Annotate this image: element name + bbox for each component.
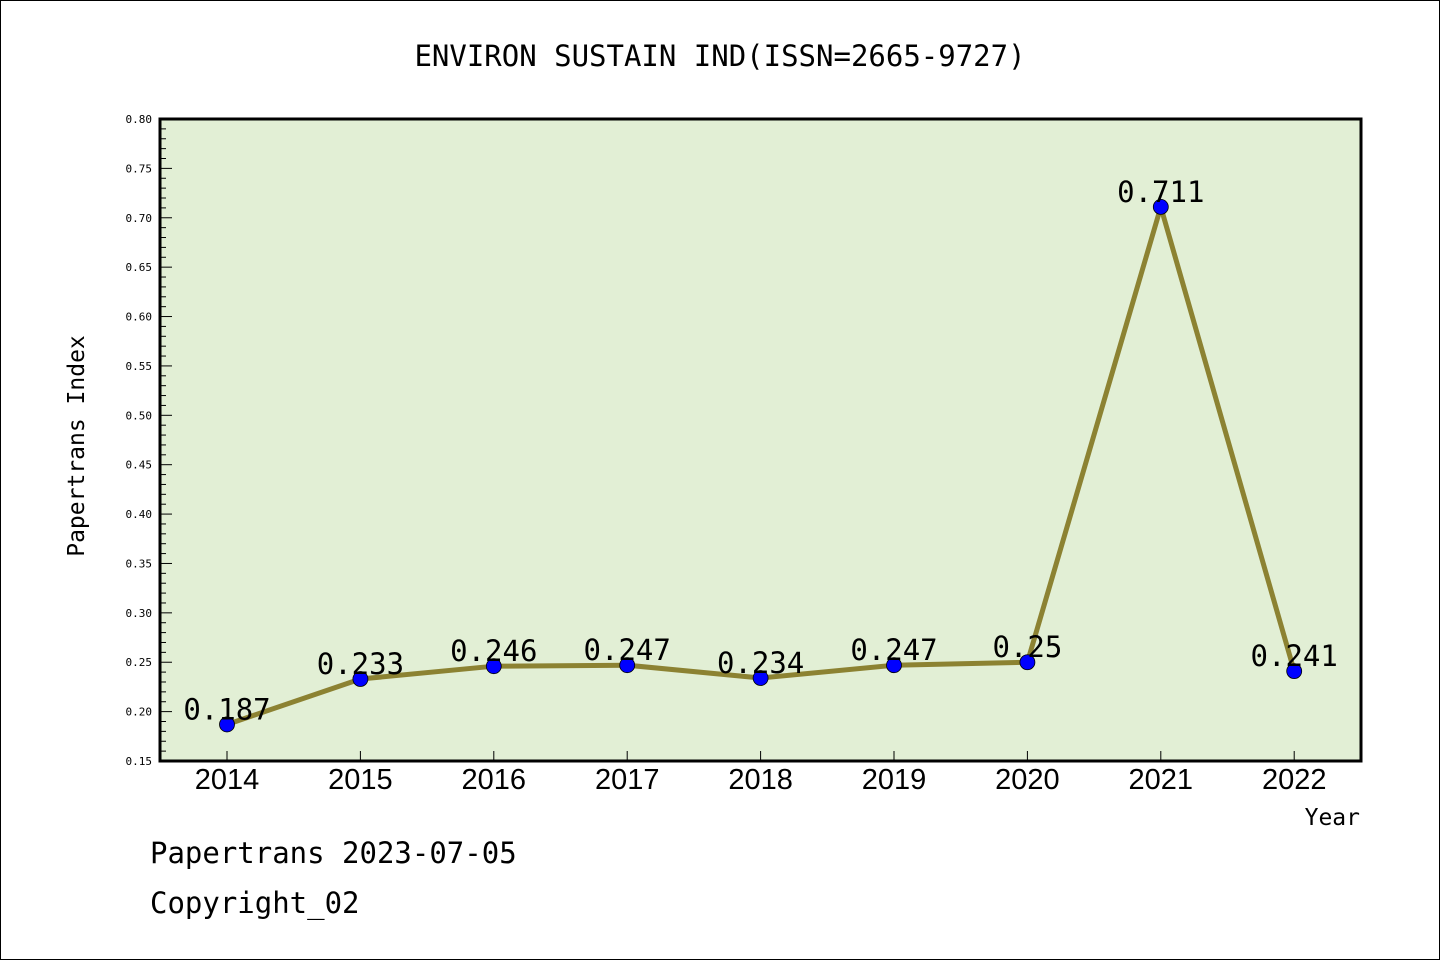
y-axis-ticks [160,118,1295,762]
data-point [219,716,235,733]
data-label: 0.25 [992,630,1062,664]
y-tick-label: 0.15 [126,755,153,768]
data-label: 0.187 [183,692,270,726]
footer-date: Papertrans 2023-07-05 [150,836,517,870]
y-tick-label: 0.70 [126,212,153,225]
y-axis-tick-labels: 0.15 0.20 0.25 0.30 0.35 0.40 0.45 0.50 0.55 0.60… [126,113,153,768]
x-axis-tick-labels: 2014 2015 2016 2017 2018 2019 2020 2021 2022 [195,764,1327,796]
data-label: 0.234 [717,646,804,680]
y-tick-label: 0.55 [126,360,153,373]
footer-copyright: Copyright_02 [150,886,360,921]
data-label: 0.247 [850,633,937,667]
y-tick-label: 0.60 [126,311,153,324]
y-axis-label: Papertrans Index [64,335,90,557]
plot-area [158,117,1363,763]
y-tick-label: 0.35 [126,557,153,570]
series-markers [219,199,1303,733]
x-tick-label: 2014 [195,764,260,796]
data-label: 0.241 [1251,639,1338,673]
data-point [752,670,769,686]
data-point [886,657,902,674]
chart-title: ENVIRON SUSTAIN IND(ISSN=2665-9727) [414,39,1025,73]
data-point [1019,654,1036,671]
data-label: 0.233 [317,647,404,681]
x-axis-label: Year [1305,805,1360,831]
data-label: 0.246 [450,634,537,668]
y-tick-label: 0.20 [126,706,153,719]
x-tick-label: 2016 [462,764,527,796]
data-labels: 0.187 0.233 0.246 0.247 0.234 0.247 0.25 0.711 0… [183,175,1338,727]
data-point [619,657,636,674]
y-tick-label: 0.50 [126,409,153,422]
data-label: 0.711 [1117,175,1204,209]
y-tick-label: 0.80 [126,113,153,126]
x-tick-label: 2019 [862,764,927,796]
x-tick-label: 2015 [328,764,393,796]
x-tick-label: 2021 [1129,764,1194,796]
data-point [485,658,502,675]
data-label: 0.247 [584,633,671,667]
y-tick-label: 0.40 [126,508,153,521]
y-tick-label: 0.45 [126,459,153,472]
x-tick-label: 2022 [1262,764,1327,796]
x-tick-label: 2017 [595,764,660,796]
data-point [352,671,369,687]
x-tick-label: 2018 [728,764,793,796]
data-point [1152,199,1169,215]
x-tick-label: 2020 [995,764,1060,796]
y-tick-label: 0.30 [126,607,153,620]
y-tick-label: 0.65 [126,261,153,274]
y-tick-label: 0.25 [126,656,153,669]
y-tick-label: 0.75 [126,162,153,175]
data-point [1286,663,1303,680]
